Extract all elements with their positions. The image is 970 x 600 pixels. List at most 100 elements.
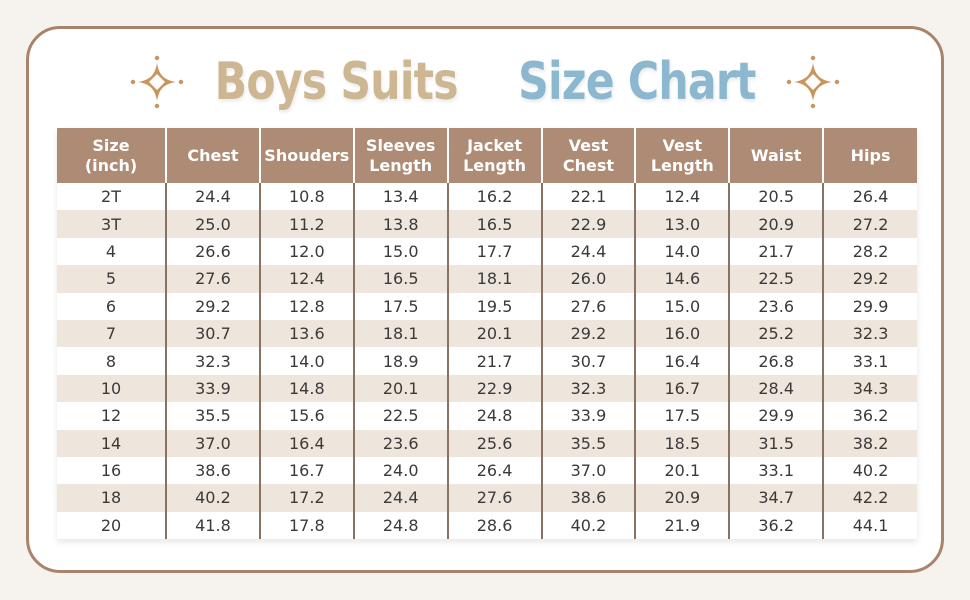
measurement-cell: 22.9 — [540, 210, 636, 238]
measurement-cell: 29.9 — [728, 402, 824, 430]
size-cell: 5 — [57, 265, 166, 293]
column-header-line: Shouders — [264, 145, 350, 165]
measurement-cell: 27.6 — [165, 265, 260, 293]
measurement-cell: 24.4 — [352, 484, 448, 512]
measurement-cell: 33.9 — [540, 402, 636, 430]
measurement-cell: 18.5 — [634, 429, 730, 457]
measurement-cell: 40.2 — [165, 484, 260, 512]
table-row: 2T 24.4 10.8 13.4 16.2 22.1 12.4 20.5 26.4 — [57, 183, 917, 211]
measurement-cell: 17.7 — [446, 237, 542, 266]
measurement-cell: 18.9 — [352, 347, 448, 375]
measurement-cell: 11.2 — [258, 210, 354, 238]
measurement-cell: 16.2 — [446, 183, 542, 211]
measurement-cell: 36.2 — [822, 402, 917, 430]
title-row: Boys Suits Size Chart — [29, 47, 941, 117]
column-header-line: Vest — [662, 135, 703, 155]
column-header-line: Chest — [187, 145, 239, 165]
table-row: 20 41.8 17.8 24.8 28.6 40.2 21.9 36.2 44.1 — [57, 511, 917, 540]
measurement-cell: 16.7 — [634, 374, 730, 403]
table-row: 10 33.9 14.8 20.1 22.9 32.3 16.7 28.4 34.3 — [57, 374, 917, 403]
measurement-cell: 22.9 — [446, 374, 542, 403]
measurement-cell: 37.0 — [540, 456, 636, 485]
table-row: 8 32.3 14.0 18.9 21.7 30.7 16.4 26.8 33.1 — [57, 347, 917, 375]
measurement-cell: 15.0 — [352, 237, 448, 266]
size-cell: 18 — [57, 484, 166, 512]
measurement-cell: 26.6 — [165, 237, 260, 266]
measurement-cell: 37.0 — [165, 429, 260, 457]
measurement-cell: 44.1 — [822, 511, 917, 540]
measurement-cell: 20.1 — [634, 456, 730, 485]
table-row: 6 29.2 12.8 17.5 19.5 27.6 15.0 23.6 29.9 — [57, 292, 917, 320]
size-cell: 7 — [57, 319, 166, 348]
measurement-cell: 31.5 — [728, 429, 824, 457]
measurement-cell: 38.6 — [165, 456, 260, 485]
column-header-shouders: Shouders — [258, 128, 354, 183]
measurement-cell: 34.7 — [728, 484, 824, 512]
measurement-cell: 14.0 — [634, 237, 730, 266]
column-header-line: Size — [92, 135, 130, 155]
measurement-cell: 24.4 — [165, 183, 260, 211]
measurement-cell: 22.1 — [540, 183, 636, 211]
measurement-cell: 20.1 — [352, 374, 448, 403]
measurement-cell: 12.4 — [634, 183, 730, 211]
measurement-cell: 15.6 — [258, 402, 354, 430]
measurement-cell: 15.0 — [634, 292, 730, 320]
measurement-cell: 16.4 — [258, 429, 354, 457]
measurement-cell: 28.4 — [728, 374, 824, 403]
size-cell: 12 — [57, 402, 166, 430]
table-header-row: Size (inch) Chest Shouders Sleeves Length Jack… — [57, 128, 917, 183]
measurement-cell: 17.8 — [258, 511, 354, 540]
measurement-cell: 14.6 — [634, 265, 730, 293]
measurement-cell: 27.2 — [822, 210, 917, 238]
table-row: 4 26.6 12.0 15.0 17.7 24.4 14.0 21.7 28.2 — [57, 237, 917, 266]
measurement-cell: 34.3 — [822, 374, 917, 403]
table-row: 7 30.7 13.6 18.1 20.1 29.2 16.0 25.2 32.3 — [57, 319, 917, 348]
measurement-cell: 18.1 — [352, 319, 448, 348]
measurement-cell: 16.5 — [446, 210, 542, 238]
sparkle-icon — [786, 55, 840, 109]
measurement-cell: 21.7 — [728, 237, 824, 266]
measurement-cell: 22.5 — [352, 402, 448, 430]
measurement-cell: 20.9 — [634, 484, 730, 512]
size-cell: 10 — [57, 374, 166, 403]
table-row: 12 35.5 15.6 22.5 24.8 33.9 17.5 29.9 36.2 — [57, 402, 917, 430]
size-table-wrapper: Size (inch) Chest Shouders Sleeves Length Jack… — [57, 128, 917, 540]
measurement-cell: 20.9 — [728, 210, 824, 238]
column-header-line: Length — [463, 155, 527, 175]
measurement-cell: 41.8 — [165, 511, 260, 540]
measurement-cell: 17.5 — [352, 292, 448, 320]
measurement-cell: 40.2 — [822, 456, 917, 485]
measurement-cell: 25.0 — [165, 210, 260, 238]
measurement-cell: 18.1 — [446, 265, 542, 293]
column-header-chest: Chest — [165, 128, 260, 183]
measurement-cell: 35.5 — [540, 429, 636, 457]
measurement-cell: 23.6 — [728, 292, 824, 320]
measurement-cell: 33.1 — [822, 347, 917, 375]
measurement-cell: 42.2 — [822, 484, 917, 512]
measurement-cell: 17.5 — [634, 402, 730, 430]
column-header-line: Jacket — [467, 135, 523, 155]
column-header-line: Length — [650, 155, 714, 175]
measurement-cell: 26.0 — [540, 265, 636, 293]
measurement-cell: 26.4 — [446, 456, 542, 485]
title-part-boys-suits: Boys Suits — [214, 52, 459, 112]
column-header-sleeves-length: Sleeves Length — [352, 128, 448, 183]
measurement-cell: 16.0 — [634, 319, 730, 348]
column-header-vest-length: Vest Length — [634, 128, 730, 183]
sparkle-icon — [130, 55, 184, 109]
measurement-cell: 33.1 — [728, 456, 824, 485]
measurement-cell: 25.6 — [446, 429, 542, 457]
measurement-cell: 28.6 — [446, 511, 542, 540]
measurement-cell: 20.1 — [446, 319, 542, 348]
measurement-cell: 24.0 — [352, 456, 448, 485]
measurement-cell: 24.4 — [540, 237, 636, 266]
measurement-cell: 26.4 — [822, 183, 917, 211]
measurement-cell: 13.0 — [634, 210, 730, 238]
table-row: 18 40.2 17.2 24.4 27.6 38.6 20.9 34.7 42.2 — [57, 484, 917, 512]
size-cell: 6 — [57, 292, 166, 320]
size-cell: 20 — [57, 511, 166, 540]
measurement-cell: 40.2 — [540, 511, 636, 540]
measurement-cell: 38.2 — [822, 429, 917, 457]
size-cell: 4 — [57, 237, 166, 266]
measurement-cell: 32.3 — [165, 347, 260, 375]
